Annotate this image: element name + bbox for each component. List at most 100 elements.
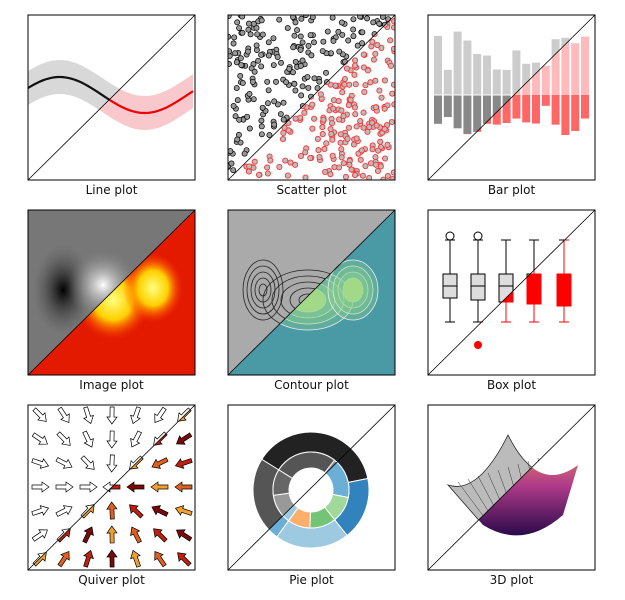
point (305, 42, 312, 49)
arrow (126, 481, 145, 493)
bar (541, 95, 550, 106)
frame (227, 14, 396, 181)
arrow (175, 432, 193, 445)
point (294, 27, 300, 34)
bar (463, 40, 472, 95)
point (372, 50, 379, 57)
point (364, 15, 371, 22)
point (309, 125, 316, 132)
point (341, 75, 349, 83)
point (324, 28, 331, 35)
bar (522, 63, 531, 95)
point (290, 15, 296, 20)
diagonal (227, 209, 396, 376)
point (370, 19, 377, 26)
point (330, 37, 337, 44)
point (351, 71, 358, 78)
bar (473, 95, 482, 132)
point (265, 52, 272, 59)
point (359, 40, 366, 47)
point (276, 163, 283, 171)
point (253, 42, 260, 49)
point (238, 62, 245, 69)
point (253, 24, 260, 31)
point (255, 57, 262, 64)
point (230, 167, 237, 174)
box (470, 273, 486, 301)
contour (327, 259, 379, 321)
point (233, 85, 240, 92)
point (390, 81, 395, 88)
point (292, 161, 299, 168)
arrow (82, 526, 94, 544)
point (228, 60, 232, 67)
point (258, 17, 265, 24)
point (389, 175, 395, 180)
bar (581, 95, 589, 119)
point (351, 62, 359, 69)
point (245, 26, 252, 33)
bar (532, 62, 540, 95)
bar (561, 37, 570, 95)
point (338, 107, 345, 114)
arrow (55, 481, 74, 493)
point (322, 168, 329, 175)
arrow (106, 549, 118, 568)
bar (443, 95, 452, 118)
point (230, 40, 237, 47)
arrow (151, 457, 169, 469)
bar (571, 43, 580, 95)
point (280, 116, 287, 123)
point (388, 118, 395, 126)
contour (246, 265, 280, 315)
point (359, 29, 366, 36)
point (353, 135, 360, 142)
point (340, 112, 347, 120)
point (360, 124, 367, 131)
point (331, 164, 338, 171)
arrow (150, 481, 169, 493)
arrow (130, 549, 141, 568)
panel: Pie plot (227, 404, 396, 587)
bar (463, 95, 472, 135)
point (328, 120, 336, 127)
point (244, 113, 251, 120)
point (251, 158, 258, 165)
point (319, 131, 326, 138)
bar (483, 55, 491, 95)
point (344, 135, 351, 142)
point (258, 123, 265, 130)
frame (427, 209, 596, 376)
point (270, 62, 277, 69)
point (307, 32, 314, 39)
arrow (153, 528, 168, 543)
diagonal (427, 209, 596, 376)
arrow (129, 504, 144, 519)
point (291, 32, 298, 39)
point (277, 111, 284, 117)
point (381, 105, 388, 112)
point (232, 50, 239, 57)
frame (27, 14, 196, 181)
point (286, 65, 293, 72)
arrow (31, 529, 48, 542)
panel-label: Scatter plot (276, 183, 346, 197)
point (351, 172, 359, 179)
point (271, 121, 278, 128)
point (362, 82, 369, 89)
box (526, 273, 542, 305)
point (245, 168, 252, 175)
frame (27, 404, 196, 571)
arrow (32, 407, 47, 422)
point (287, 159, 294, 166)
arrow (130, 526, 142, 544)
bar (434, 35, 442, 95)
point (370, 56, 377, 63)
point (387, 62, 395, 69)
point (302, 174, 309, 180)
point (309, 15, 316, 21)
arrow (175, 529, 193, 542)
point (256, 171, 263, 178)
point (342, 173, 349, 180)
point (338, 146, 345, 153)
